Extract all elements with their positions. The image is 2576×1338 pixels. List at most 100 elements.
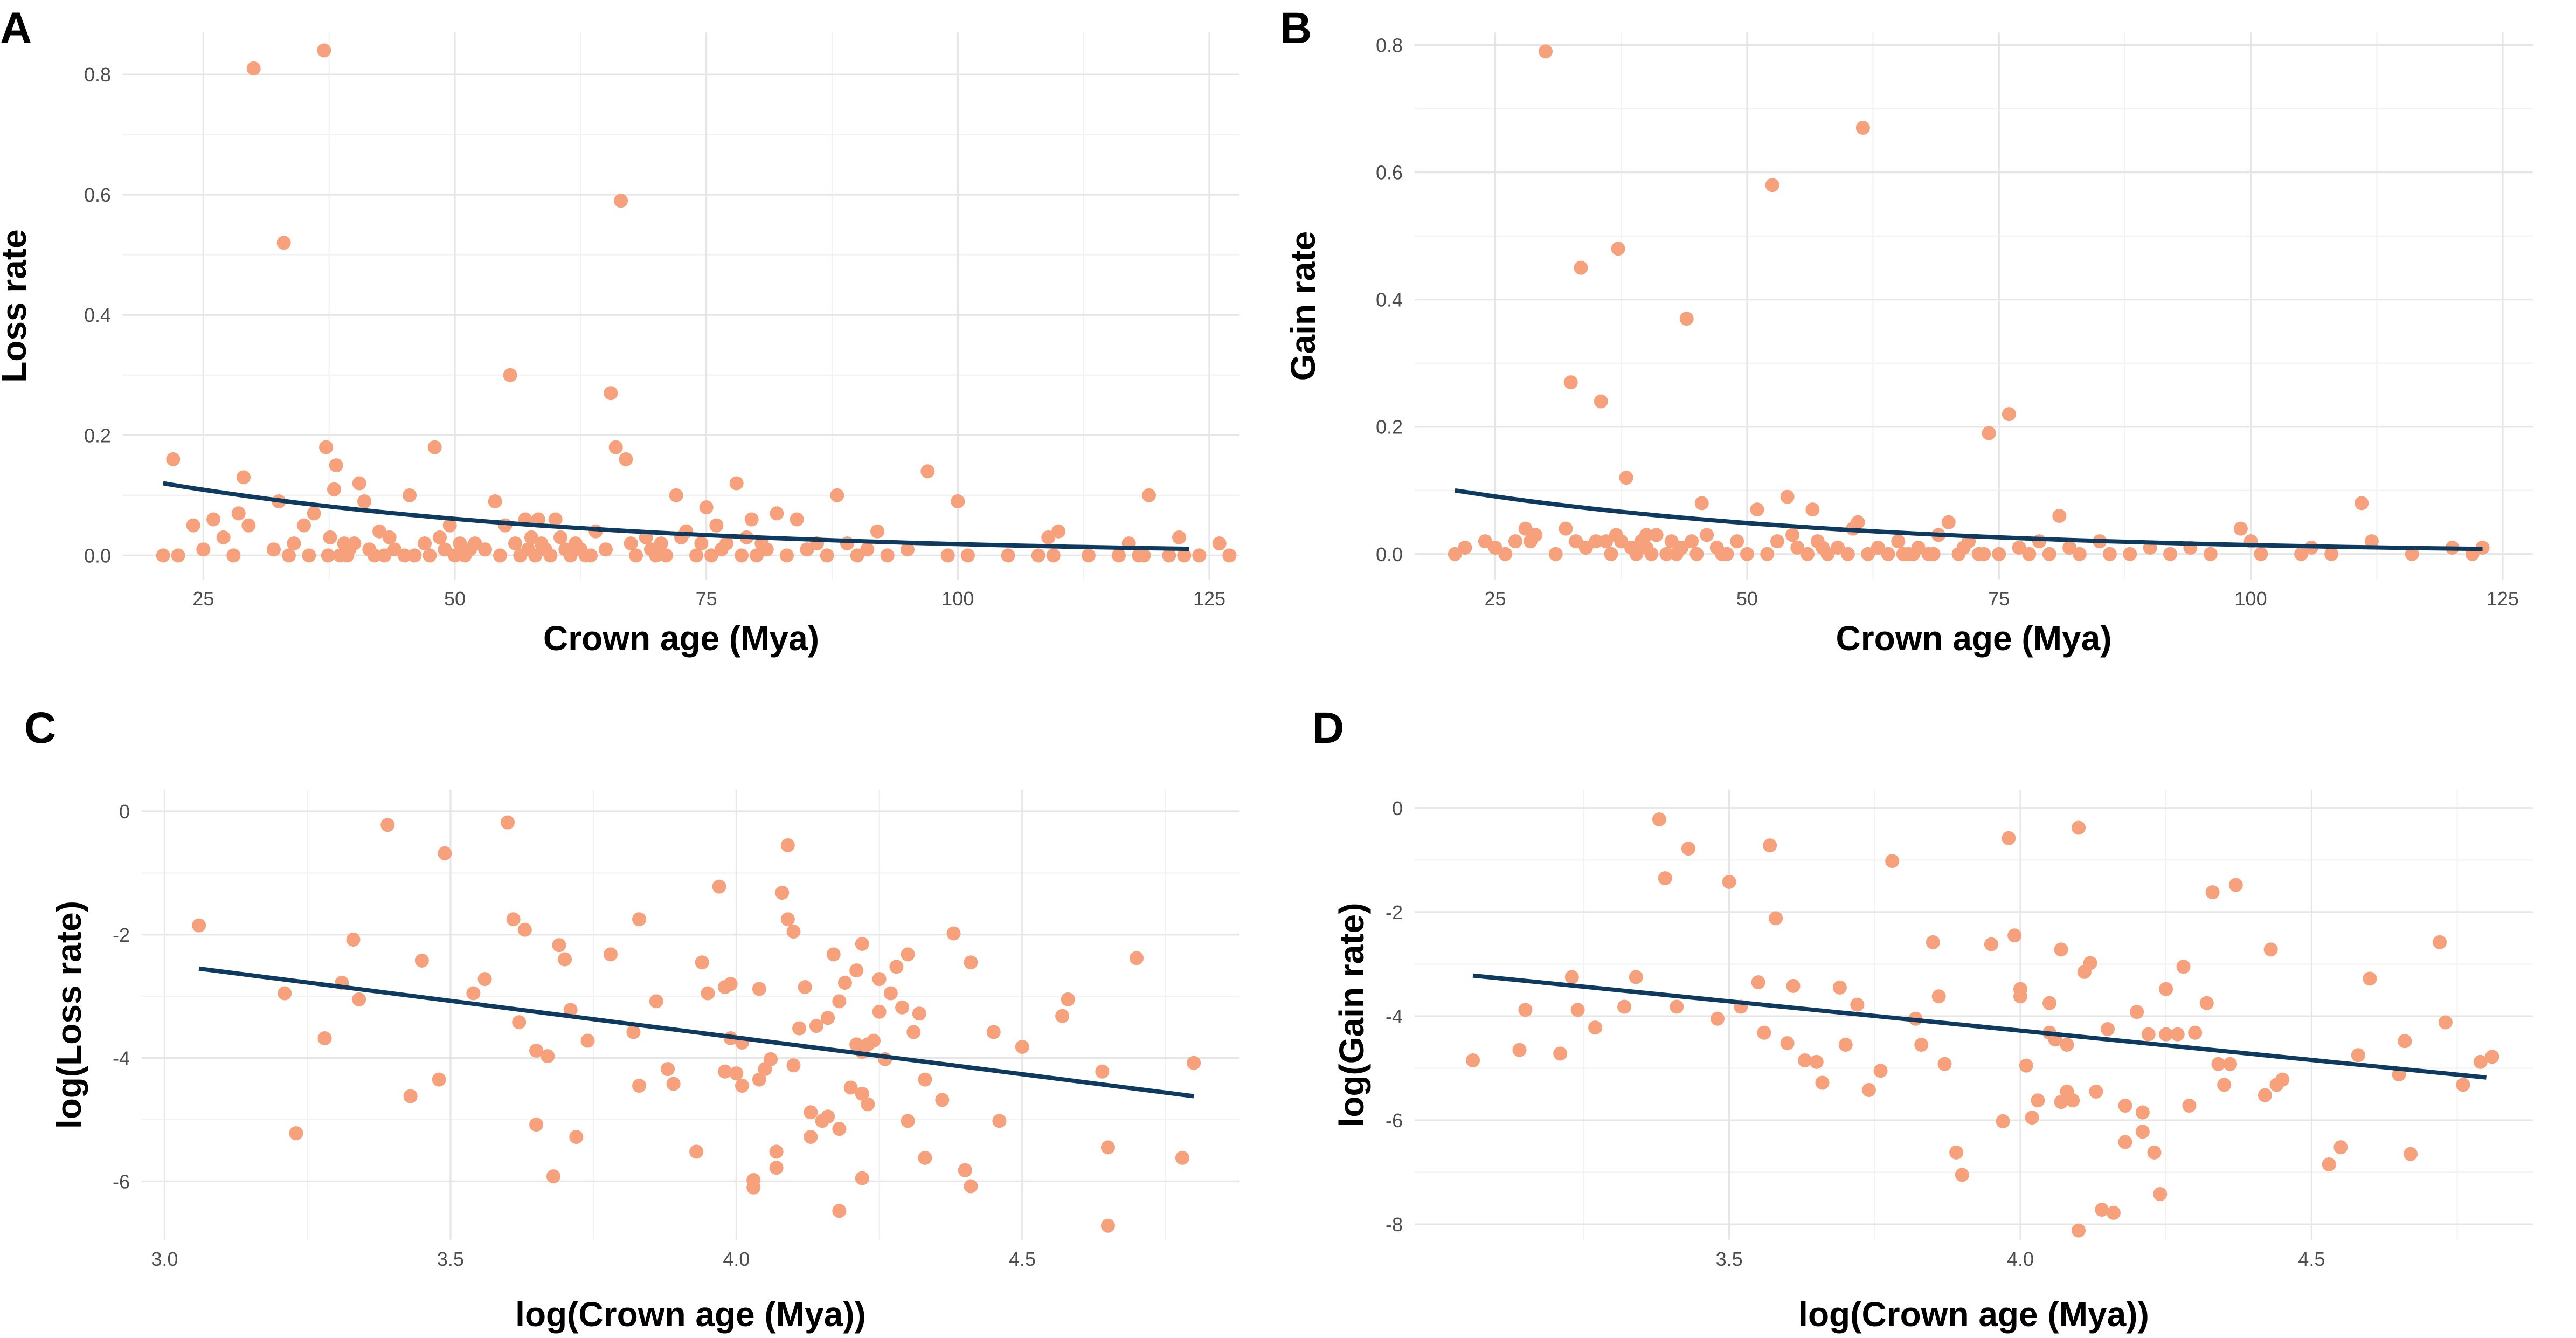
scatter-point bbox=[872, 972, 887, 987]
scatter-point bbox=[2405, 547, 2419, 561]
scatter-point bbox=[528, 548, 543, 563]
scatter-point bbox=[563, 1003, 578, 1017]
scatter-point bbox=[2135, 1105, 2150, 1120]
scatter-point bbox=[2433, 935, 2447, 949]
y-tick-label: -2 bbox=[113, 924, 130, 946]
scatter-point bbox=[744, 512, 759, 527]
scatter-point bbox=[2223, 1057, 2238, 1071]
scatter-point bbox=[267, 542, 281, 557]
scatter-point bbox=[432, 1072, 446, 1087]
scatter-point bbox=[2438, 1015, 2453, 1030]
scatter-point bbox=[1599, 534, 1614, 549]
scatter-point bbox=[1760, 547, 1775, 561]
scatter-point bbox=[2275, 1072, 2290, 1087]
scatter-point bbox=[1956, 540, 1971, 555]
scatter-point bbox=[695, 955, 709, 970]
scatter-point bbox=[2012, 540, 2026, 555]
scatter-point bbox=[1740, 547, 1754, 561]
scatter-point bbox=[1831, 540, 1845, 555]
scatter-point bbox=[626, 1025, 641, 1039]
scatter-point bbox=[1594, 394, 1608, 409]
scatter-point bbox=[850, 548, 864, 563]
scatter-point bbox=[1805, 502, 1820, 517]
scatter-point bbox=[478, 542, 492, 557]
scatter-point bbox=[830, 488, 844, 502]
scatter-point bbox=[346, 932, 361, 947]
scatter-point bbox=[1212, 536, 1227, 551]
x-tick-label: 75 bbox=[696, 588, 717, 610]
scatter-point bbox=[704, 548, 718, 563]
scatter-point bbox=[317, 43, 331, 58]
scatter-point bbox=[654, 536, 668, 551]
scatter-point bbox=[206, 512, 220, 527]
scatter-point bbox=[1649, 528, 1664, 542]
scatter-point bbox=[438, 542, 452, 557]
scatter-point bbox=[669, 488, 683, 502]
scatter-point bbox=[719, 536, 733, 551]
scatter-point bbox=[1015, 1039, 1029, 1054]
scatter-point bbox=[604, 386, 618, 401]
scatter-point bbox=[780, 912, 795, 927]
scatter-point bbox=[735, 1079, 749, 1093]
scatter-point bbox=[1100, 1218, 1115, 1233]
scatter-point bbox=[1578, 540, 1593, 555]
scatter-point bbox=[2199, 996, 2214, 1010]
scatter-point bbox=[2475, 540, 2490, 555]
scatter-point bbox=[1977, 547, 1991, 561]
x-axis-title: log(Crown age (Mya)) bbox=[515, 1295, 866, 1334]
scatter-point bbox=[403, 488, 417, 502]
scatter-point bbox=[2102, 547, 2117, 561]
scatter-point bbox=[1906, 547, 1921, 561]
scatter-point bbox=[2258, 1088, 2272, 1102]
scatter-point bbox=[488, 494, 502, 508]
scatter-point bbox=[1448, 547, 1462, 561]
y-axis-title: Gain rate bbox=[1284, 231, 1322, 381]
scatter-point bbox=[1798, 1053, 1812, 1067]
scatter-point bbox=[1574, 260, 1588, 275]
scatter-point bbox=[837, 976, 852, 990]
scatter-point bbox=[2042, 547, 2056, 561]
scatter-point bbox=[2263, 942, 2278, 957]
scatter-point bbox=[855, 1086, 869, 1101]
scatter-point bbox=[880, 548, 895, 563]
scatter-point bbox=[2095, 1203, 2109, 1217]
scatter-point bbox=[580, 1033, 595, 1048]
scatter-point bbox=[2203, 547, 2218, 561]
scatter-point bbox=[2141, 1027, 2156, 1042]
scatter-point bbox=[2002, 407, 2016, 422]
scatter-point bbox=[2022, 547, 2037, 561]
scatter-point bbox=[1570, 1003, 1585, 1017]
scatter-point bbox=[1142, 488, 1156, 502]
scatter-point bbox=[1162, 548, 1176, 563]
scatter-point bbox=[1629, 547, 1644, 561]
scatter-point bbox=[1614, 534, 1629, 549]
x-tick-label: 3.0 bbox=[151, 1248, 178, 1270]
scatter-point bbox=[1832, 980, 1847, 995]
scatter-point bbox=[323, 530, 337, 544]
scatter-point bbox=[832, 1122, 847, 1136]
scatter-point bbox=[246, 61, 261, 75]
scatter-point bbox=[278, 986, 292, 1001]
scatter-point bbox=[832, 1204, 847, 1218]
scatter-point bbox=[282, 548, 296, 563]
scatter-point bbox=[1815, 1075, 1830, 1090]
scatter-point bbox=[1790, 540, 1805, 555]
x-tick-label: 25 bbox=[192, 588, 214, 610]
scatter-point bbox=[1611, 242, 1625, 256]
scatter-point bbox=[729, 476, 744, 491]
x-tick-label: 100 bbox=[2235, 588, 2267, 610]
scatter-point bbox=[901, 1114, 915, 1128]
scatter-point bbox=[2013, 989, 2027, 1004]
scatter-point bbox=[901, 542, 915, 557]
scatter-point bbox=[477, 972, 492, 987]
scatter-point bbox=[1871, 540, 1885, 555]
y-tick-label: 0.8 bbox=[1376, 35, 1403, 57]
scatter-point bbox=[1604, 547, 1618, 561]
scatter-point bbox=[735, 548, 749, 563]
scatter-point bbox=[843, 1080, 858, 1095]
scatter-point bbox=[964, 955, 978, 970]
scatter-point bbox=[1187, 1056, 1201, 1070]
scatter-point bbox=[629, 548, 643, 563]
scatter-point bbox=[466, 986, 481, 1001]
scatter-point bbox=[2072, 820, 2086, 835]
